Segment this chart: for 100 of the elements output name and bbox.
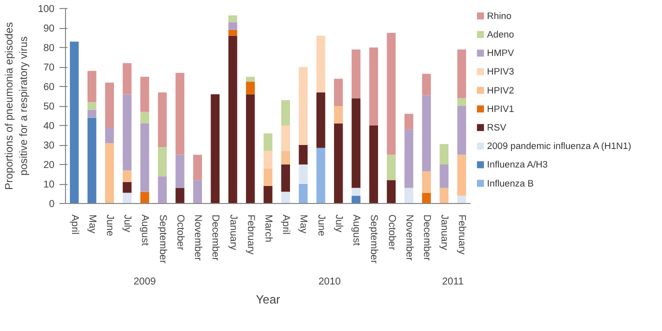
bar: [176, 188, 184, 204]
bar: [140, 112, 150, 124]
x-axis-title: Year: [256, 292, 280, 306]
bar: [440, 188, 448, 204]
bar: [88, 118, 96, 204]
x-tick-label: May: [298, 214, 309, 234]
bar: [193, 154, 202, 180]
bar: [70, 42, 79, 204]
y-tick-label: 40: [43, 121, 55, 132]
x-tick-label: January: [438, 214, 450, 250]
bar: [246, 76, 255, 82]
bar: [264, 133, 272, 151]
legend-label: HPIV3: [487, 66, 514, 77]
x-tick-label: June: [315, 214, 326, 237]
bar: [369, 126, 378, 204]
bar: [457, 49, 466, 98]
bar: [210, 94, 220, 204]
bar: [298, 67, 308, 145]
legend-label: Adeno: [487, 30, 514, 40]
bar: [422, 171, 431, 193]
bar: [246, 82, 255, 94]
y-tick-label: 20: [43, 160, 55, 171]
bar: [281, 150, 290, 164]
bar: [457, 154, 466, 196]
bar: [176, 72, 184, 155]
x-tick-label: December: [420, 214, 432, 262]
bar: [422, 192, 431, 204]
x-tick-label: March: [262, 214, 274, 242]
bar: [122, 182, 132, 193]
y-axis-title: Proportions of pneumonia episodes positive for a respiratory virus: [3, 22, 30, 190]
y-tick-label: 100: [38, 4, 55, 15]
legend-label: Rhino: [487, 10, 512, 21]
x-tick-label: July: [332, 214, 344, 232]
bar: [352, 49, 360, 98]
y-tick-label: 90: [43, 24, 55, 34]
bar: [88, 70, 96, 102]
bar: [281, 126, 290, 151]
bar: [228, 36, 238, 204]
bar: [228, 22, 238, 30]
bar: [88, 102, 96, 110]
y-tick-label: 70: [43, 62, 55, 74]
y-tick-label: 10: [43, 180, 55, 190]
legend-label: 2009 pandemic influenza A (H1N1): [487, 141, 632, 152]
bar: [440, 164, 448, 188]
bar: [369, 48, 378, 126]
bar: [316, 92, 326, 148]
y-tick-label: 60: [43, 82, 55, 93]
bar: [422, 95, 431, 172]
bar: [298, 145, 308, 164]
bar: [176, 154, 184, 188]
x-tick-label: April: [280, 214, 292, 235]
text: 2009: [134, 276, 156, 288]
x-tick-label: June: [104, 214, 116, 237]
bar: [158, 176, 167, 204]
y-tick-label: 0: [48, 199, 55, 210]
bar: [352, 188, 360, 196]
bar: [352, 98, 360, 188]
bar: [457, 196, 466, 204]
bar: [105, 127, 114, 144]
legend-label: Influenza A/H3: [487, 160, 548, 170]
bar: [193, 180, 202, 204]
x-tick-label: August: [350, 214, 362, 246]
bar: [404, 188, 414, 204]
bar: [440, 144, 448, 164]
bar: [404, 129, 414, 188]
bar: [404, 114, 414, 130]
bar: [122, 170, 132, 182]
bar: [140, 124, 150, 192]
bar: [281, 100, 290, 126]
bar: [228, 30, 238, 36]
y-tick-label: 80: [43, 43, 55, 54]
x-tick-label: September: [156, 214, 168, 264]
bar: [246, 94, 255, 204]
bar: [298, 184, 308, 204]
x-tick-label: August: [139, 214, 150, 246]
bar: [386, 32, 396, 155]
legend-label: HMPV: [487, 48, 515, 58]
bar: [352, 196, 360, 204]
bar: [264, 150, 272, 168]
y-tick-label: 50: [43, 102, 55, 112]
x-tick-label: December: [210, 214, 221, 262]
text: 2010: [318, 276, 342, 288]
x-tick-label: February: [244, 214, 256, 255]
x-tick-label: January: [227, 214, 238, 250]
bar: [264, 168, 272, 186]
legend-label: HPIV1: [487, 104, 514, 114]
bar: [281, 164, 290, 192]
bar: [422, 74, 431, 96]
bar: [334, 78, 343, 106]
legend-label: Influenza B: [487, 178, 534, 188]
bar: [140, 192, 150, 204]
bar: [316, 148, 326, 204]
x-tick-label: October: [386, 214, 397, 251]
bar: [122, 63, 132, 94]
bar: [158, 92, 167, 147]
x-tick-label: May: [86, 214, 98, 234]
bar: [457, 106, 466, 155]
legend-label: RSV: [487, 122, 508, 133]
bar: [88, 110, 96, 118]
bar: [386, 154, 396, 180]
